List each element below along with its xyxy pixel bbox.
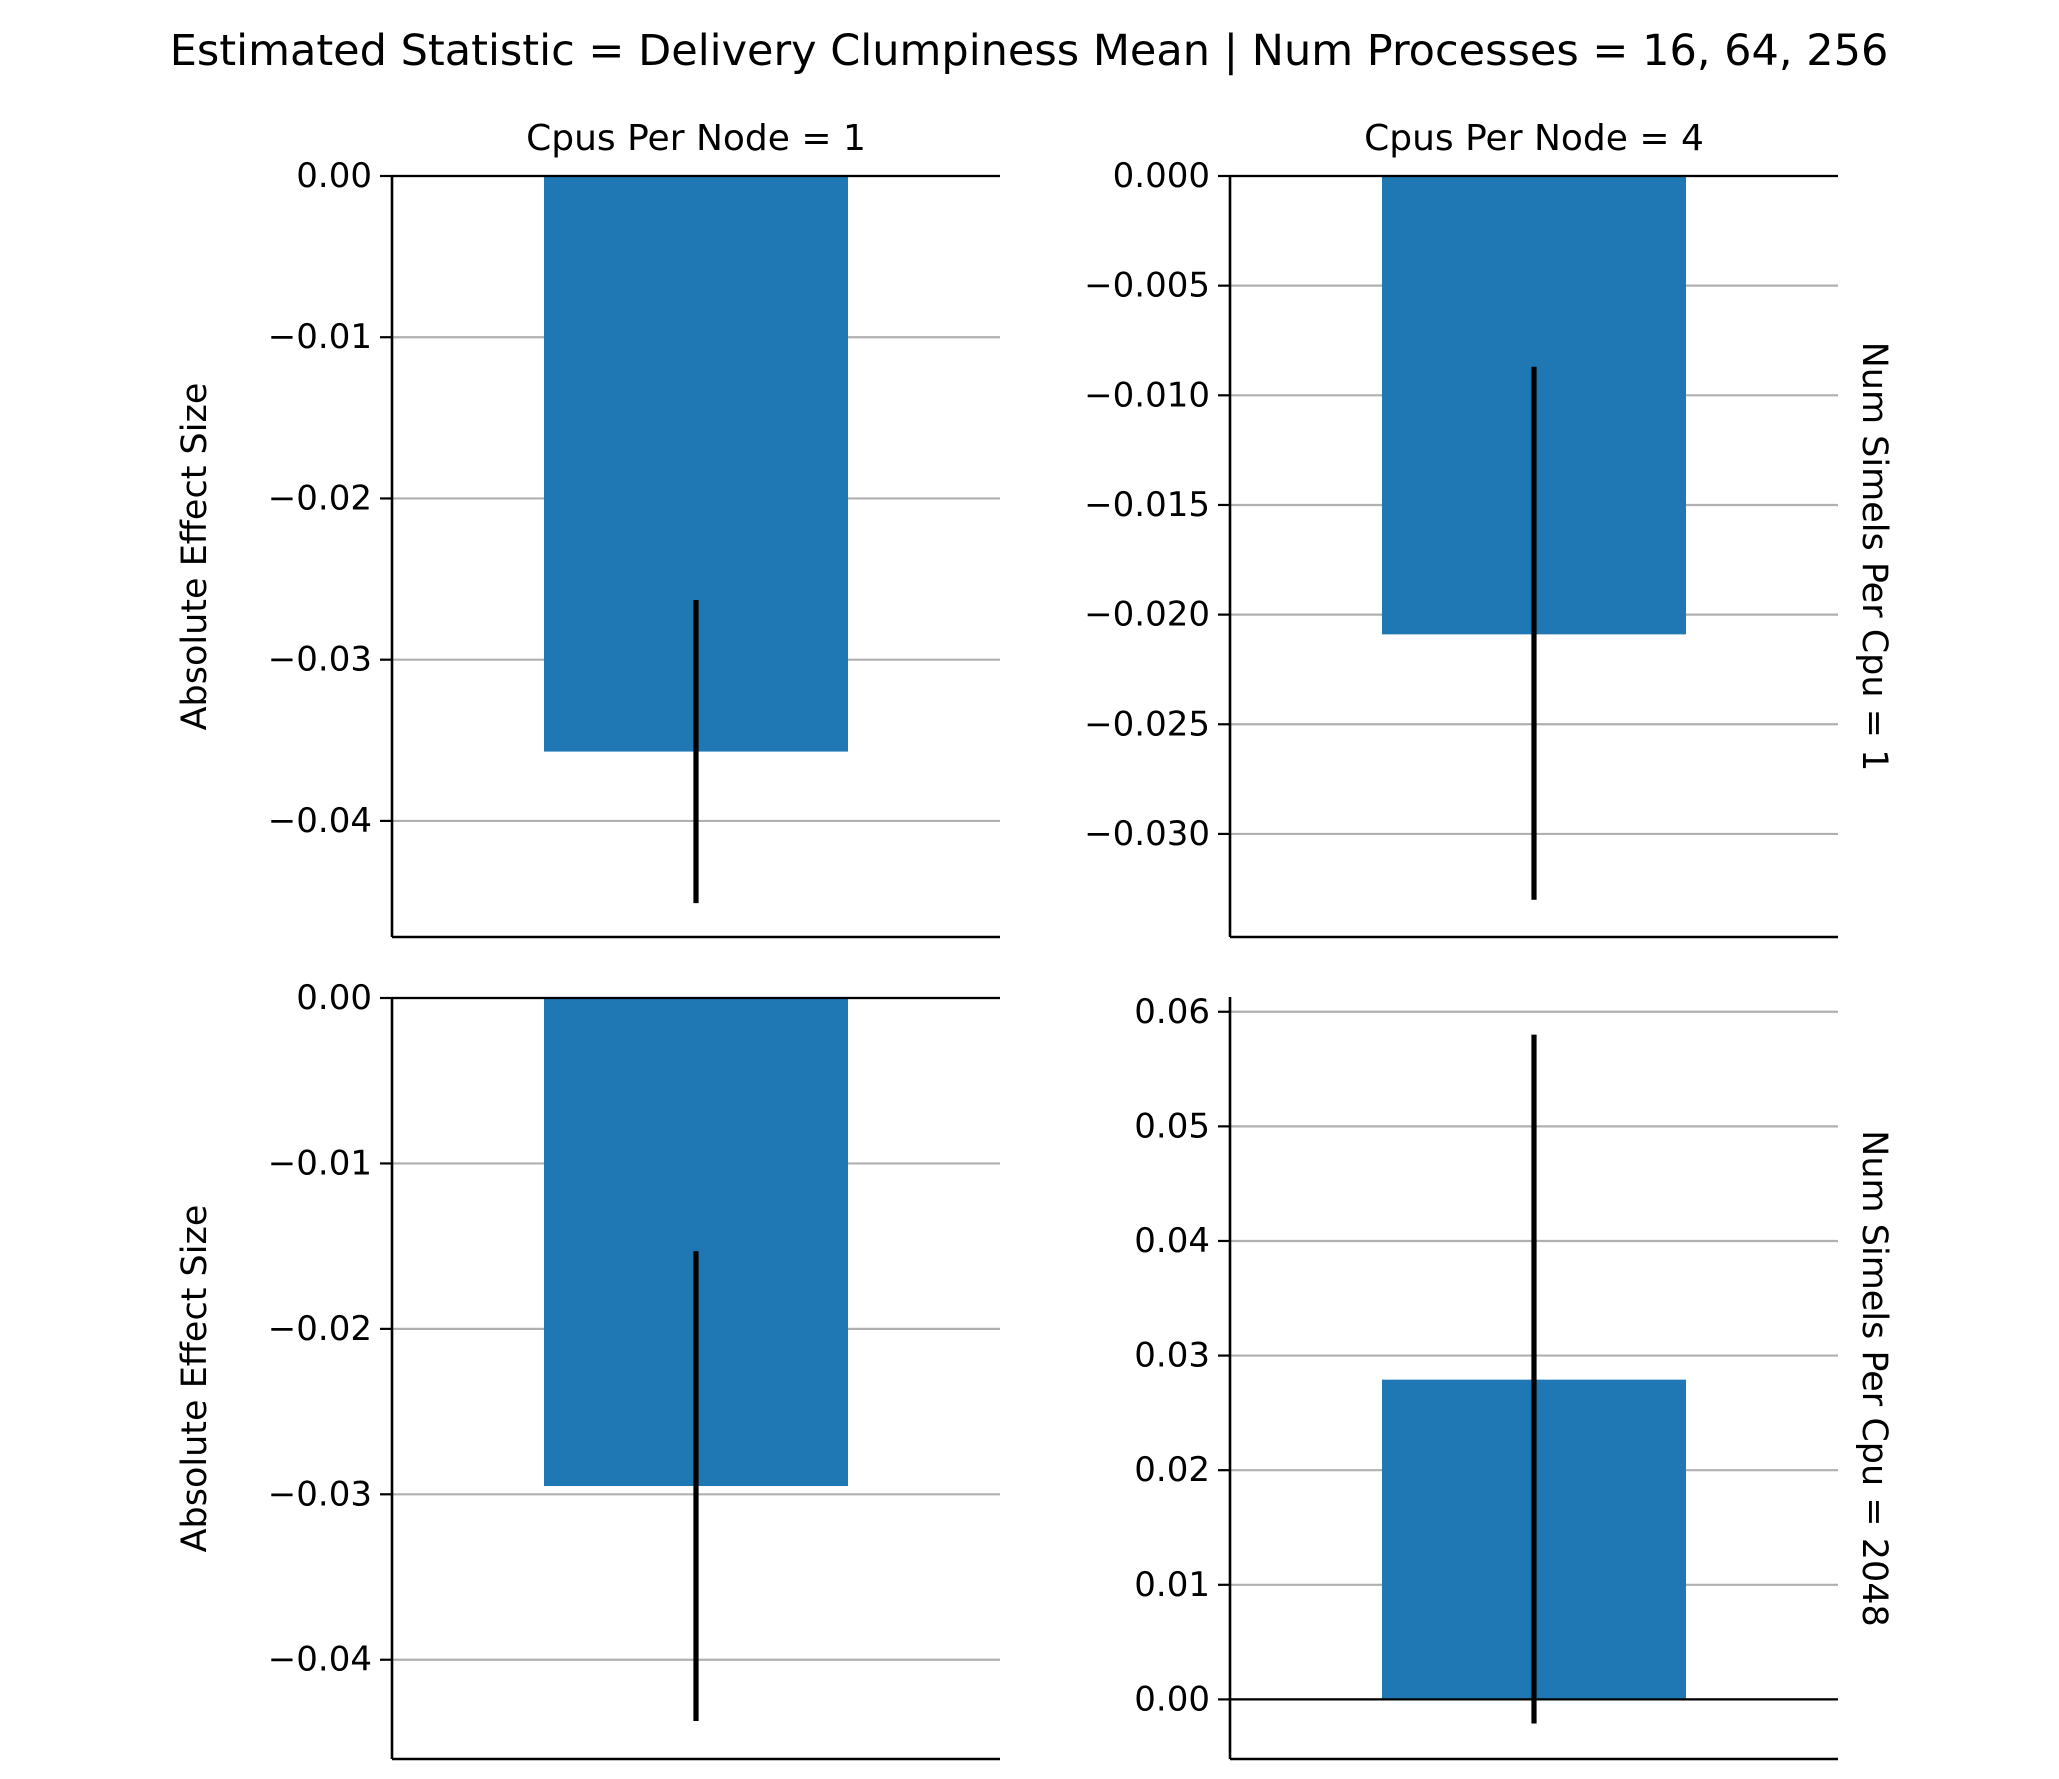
panel-1: 0.00 −0.01 −0.02 −0.03 −0.04 Cpus Per Node = … [175, 118, 1000, 939]
ytick-label: 0.02 [1134, 1450, 1210, 1490]
ytick-label: −0.025 [1084, 704, 1210, 744]
ytick-label: −0.04 [268, 1640, 372, 1680]
column-title: Cpus Per Node = 1 [526, 118, 866, 159]
ytick-label: −0.015 [1084, 485, 1210, 525]
ytick-label: 0.05 [1134, 1106, 1210, 1146]
ytick-label: −0.02 [268, 1309, 372, 1349]
ytick-label: 0.03 [1134, 1336, 1210, 1376]
ytick-label: 0.00 [296, 156, 372, 196]
ytick-label: −0.010 [1084, 375, 1210, 415]
ytick-label: −0.005 [1084, 266, 1210, 306]
ytick-label: 0.01 [1134, 1565, 1210, 1605]
ytick-label: 0.000 [1113, 156, 1210, 196]
ytick-label: −0.03 [268, 1474, 372, 1514]
y-axis-label: Absolute Effect Size [175, 1205, 215, 1553]
panels: 0.00 −0.01 −0.02 −0.03 −0.04 Cpus Per Node = … [175, 118, 1894, 1761]
y-axis-label: Absolute Effect Size [175, 383, 215, 731]
ytick-label: −0.04 [268, 801, 372, 841]
ytick-label: 0.04 [1134, 1221, 1210, 1261]
ytick-label: −0.02 [268, 478, 372, 518]
ytick-label: −0.01 [268, 317, 372, 357]
ytick-label: −0.01 [268, 1143, 372, 1183]
ytick-label: 0.00 [296, 978, 372, 1018]
panel-4: 0.00 0.01 0.02 0.03 0.04 0.05 0.06 Num Simels P… [1134, 992, 1894, 1761]
ytick-label: 0.00 [1134, 1679, 1210, 1719]
panel-2: 0.000 −0.005 −0.010 −0.015 −0.020 −0.025 −0.03… [1084, 118, 1894, 939]
panel-3: 0.00 −0.01 −0.02 −0.03 −0.04 Absolute Effect … [175, 978, 1000, 1761]
ytick-label: −0.03 [268, 640, 372, 680]
figure-suptitle: Estimated Statistic = Delivery Clumpines… [170, 26, 1889, 76]
row-title: Num Simels Per Cpu = 1 [1854, 342, 1894, 772]
ytick-label: −0.030 [1084, 814, 1210, 854]
row-title: Num Simels Per Cpu = 2048 [1854, 1130, 1894, 1627]
ytick-label: 0.06 [1134, 992, 1210, 1032]
ytick-label: −0.020 [1084, 595, 1210, 635]
column-title: Cpus Per Node = 4 [1364, 118, 1704, 159]
